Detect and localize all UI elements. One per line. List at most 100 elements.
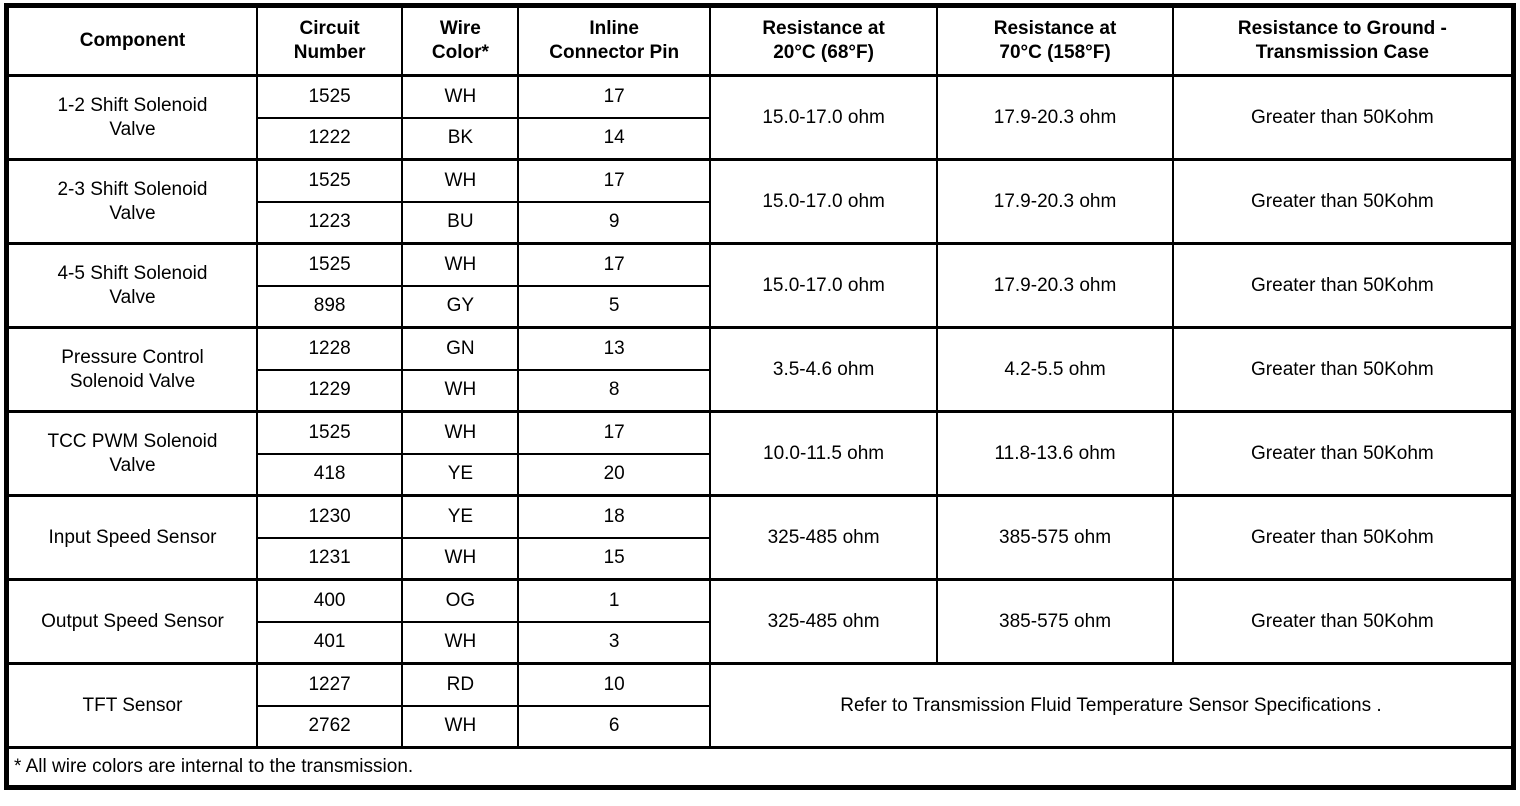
- wire-color-cell: RD: [401, 662, 520, 707]
- resistance-ground-cell: Greater than 50Kohm: [1171, 494, 1515, 581]
- table-row: 1222 BK 14: [7, 116, 1514, 161]
- connector-pin-cell: 5: [517, 284, 711, 329]
- circuit-number-cell: 1227: [255, 662, 404, 707]
- connector-pin-cell: 8: [517, 368, 711, 413]
- header-circuit-number: Circuit Number: [255, 4, 404, 77]
- wire-color-cell: WH: [401, 74, 520, 119]
- connector-pin-cell: 17: [517, 74, 711, 119]
- resistance-70c-cell: 17.9-20.3 ohm: [936, 242, 1174, 329]
- connector-pin-cell: 17: [517, 158, 711, 203]
- circuit-number-cell: 401: [255, 620, 404, 665]
- resistance-20c-cell: 10.0-11.5 ohm: [708, 410, 939, 497]
- resistance-20c-cell: 15.0-17.0 ohm: [708, 158, 939, 245]
- table-row: TCC PWM Solenoid Valve 1525 WH 17 10.0-1…: [5, 410, 1515, 497]
- table-row: 401 WH 3: [7, 620, 1514, 665]
- wire-color-cell: YE: [401, 494, 520, 539]
- component-cell: 4-5 Shift Solenoid Valve: [5, 242, 258, 329]
- component-cell: Output Speed Sensor: [5, 578, 258, 665]
- table-row: 2762 WH 6: [7, 704, 1514, 749]
- table-row: TFT Sensor 1227 RD 10 Refer to Transmiss…: [5, 662, 1515, 749]
- wire-color-cell: YE: [401, 452, 520, 497]
- header-row: Component Circuit Number Wire Color* Inl…: [5, 4, 1515, 77]
- circuit-number-cell: 1525: [255, 74, 404, 119]
- resistance-70c-cell: 17.9-20.3 ohm: [936, 74, 1174, 161]
- tft-note-cell: Refer to Transmission Fluid Temperature …: [708, 662, 1515, 749]
- circuit-number-cell: 1228: [255, 326, 404, 371]
- resistance-70c-cell: 385-575 ohm: [936, 494, 1174, 581]
- resistance-ground-cell: Greater than 50Kohm: [1171, 578, 1515, 665]
- table-row: 1229 WH 8: [7, 368, 1514, 413]
- circuit-number-cell: 898: [255, 284, 404, 329]
- connector-pin-cell: 15: [517, 536, 711, 581]
- table-row: 418 YE 20: [7, 452, 1514, 497]
- connector-pin-cell: 1: [517, 578, 711, 623]
- component-cell: Input Speed Sensor: [5, 494, 258, 581]
- resistance-70c-cell: 11.8-13.6 ohm: [936, 410, 1174, 497]
- resistance-70c-cell: 4.2-5.5 ohm: [936, 326, 1174, 413]
- table-row: Output Speed Sensor 400 OG 1 325-485 ohm…: [5, 578, 1515, 665]
- resistance-20c-cell: 325-485 ohm: [708, 578, 939, 665]
- wire-color-cell: WH: [401, 368, 520, 413]
- connector-pin-cell: 17: [517, 410, 711, 455]
- circuit-number-cell: 2762: [255, 704, 404, 749]
- component-cell: TFT Sensor: [5, 662, 258, 749]
- circuit-number-cell: 1223: [255, 200, 404, 245]
- connector-pin-cell: 13: [517, 326, 711, 371]
- footnote: * All wire colors are internal to the tr…: [5, 746, 1515, 789]
- table-row: 2-3 Shift Solenoid Valve 1525 WH 17 15.0…: [5, 158, 1515, 245]
- table-row: 898 GY 5: [7, 284, 1514, 329]
- resistance-ground-cell: Greater than 50Kohm: [1171, 326, 1515, 413]
- table-row: 1223 BU 9: [7, 200, 1514, 245]
- connector-pin-cell: 10: [517, 662, 711, 707]
- header-resistance-20c: Resistance at 20°C (68°F): [708, 4, 939, 77]
- header-resistance-ground: Resistance to Ground - Transmission Case: [1171, 4, 1515, 77]
- header-resistance-70c: Resistance at 70°C (158°F): [936, 4, 1174, 77]
- connector-pin-cell: 6: [517, 704, 711, 749]
- circuit-number-cell: 1525: [255, 242, 404, 287]
- connector-pin-cell: 3: [517, 620, 711, 665]
- circuit-number-cell: 400: [255, 578, 404, 623]
- wire-color-cell: BU: [401, 200, 520, 245]
- resistance-ground-cell: Greater than 50Kohm: [1171, 410, 1515, 497]
- header-connector-pin: Inline Connector Pin: [517, 4, 711, 77]
- circuit-number-cell: 1525: [255, 410, 404, 455]
- wire-color-cell: WH: [401, 704, 520, 749]
- wire-color-cell: OG: [401, 578, 520, 623]
- table-row: 1-2 Shift Solenoid Valve 1525 WH 17 15.0…: [5, 74, 1515, 161]
- footnote-row: * All wire colors are internal to the tr…: [5, 746, 1515, 789]
- wire-color-cell: WH: [401, 410, 520, 455]
- connector-pin-cell: 17: [517, 242, 711, 287]
- resistance-20c-cell: 3.5-4.6 ohm: [708, 326, 939, 413]
- wire-color-cell: GY: [401, 284, 520, 329]
- component-cell: Pressure Control Solenoid Valve: [5, 326, 258, 413]
- wire-color-cell: WH: [401, 158, 520, 203]
- table-row: 1231 WH 15: [7, 536, 1514, 581]
- transmission-spec-table: Component Circuit Number Wire Color* Inl…: [4, 3, 1516, 790]
- table-row: Input Speed Sensor 1230 YE 18 325-485 oh…: [5, 494, 1515, 581]
- circuit-number-cell: 1525: [255, 158, 404, 203]
- connector-pin-cell: 9: [517, 200, 711, 245]
- circuit-number-cell: 1230: [255, 494, 404, 539]
- resistance-ground-cell: Greater than 50Kohm: [1171, 158, 1515, 245]
- component-cell: 2-3 Shift Solenoid Valve: [5, 158, 258, 245]
- wire-color-cell: WH: [401, 242, 520, 287]
- resistance-20c-cell: 15.0-17.0 ohm: [708, 74, 939, 161]
- table-row: Pressure Control Solenoid Valve 1228 GN …: [5, 326, 1515, 413]
- connector-pin-cell: 14: [517, 116, 711, 161]
- circuit-number-cell: 1231: [255, 536, 404, 581]
- wire-color-cell: GN: [401, 326, 520, 371]
- header-component: Component: [5, 4, 258, 77]
- header-wire-color: Wire Color*: [401, 4, 520, 77]
- wire-color-cell: WH: [401, 536, 520, 581]
- wire-color-cell: BK: [401, 116, 520, 161]
- connector-pin-cell: 20: [517, 452, 711, 497]
- resistance-ground-cell: Greater than 50Kohm: [1171, 242, 1515, 329]
- resistance-20c-cell: 15.0-17.0 ohm: [708, 242, 939, 329]
- component-cell: 1-2 Shift Solenoid Valve: [5, 74, 258, 161]
- component-cell: TCC PWM Solenoid Valve: [5, 410, 258, 497]
- wire-color-cell: WH: [401, 620, 520, 665]
- resistance-70c-cell: 385-575 ohm: [936, 578, 1174, 665]
- circuit-number-cell: 418: [255, 452, 404, 497]
- connector-pin-cell: 18: [517, 494, 711, 539]
